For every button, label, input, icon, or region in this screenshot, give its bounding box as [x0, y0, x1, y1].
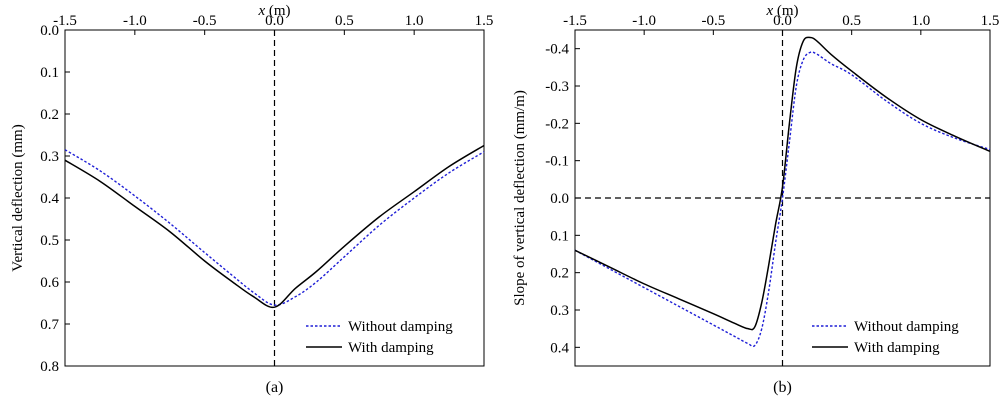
y-tick-label: 0.2: [550, 266, 569, 282]
series-line-with-damping: [64, 144, 485, 309]
x-tick-label: 0.5: [842, 13, 861, 29]
y-tick-label: 0.1: [40, 65, 59, 81]
x-axis-variable: x: [765, 3, 773, 19]
y-tick-label: -0.4: [545, 42, 569, 58]
panel-a-deflection-chart: -1.5 -1.0 -0.5 0.0 0.5 1.0 1.5 0.0 0.1 0.2 0.3 0.4 0…: [10, 3, 493, 396]
x-tick-label: 1.0: [911, 13, 930, 29]
y-axis-title: Vertical deflection (mm): [10, 124, 26, 271]
y-tick-label: 0.4: [550, 340, 569, 356]
x-axis-unit: (m): [265, 3, 290, 19]
x-axis-unit: (m): [773, 3, 798, 19]
panel-label: (a): [266, 379, 284, 396]
x-tick-label: -0.5: [193, 13, 217, 29]
x-tick-label: -1.0: [632, 13, 656, 29]
y-tick-label: 0.7: [40, 317, 59, 333]
y-tick-label: 0.4: [40, 191, 59, 207]
y-tick-label: -0.3: [545, 79, 569, 95]
series-line-without-damping: [64, 149, 485, 306]
y-tick-label: 0.3: [550, 303, 569, 319]
y-tick-label: -0.1: [545, 154, 569, 170]
y-tick-label: 0.0: [550, 191, 569, 207]
x-tick-label: 0.5: [335, 13, 354, 29]
legend-label: Without damping: [348, 319, 453, 335]
x-tick-label: 0.0: [773, 13, 792, 29]
y-tick-label: 0.8: [40, 359, 59, 375]
legend-label: With damping: [348, 340, 434, 356]
y-tick-label: 0.1: [550, 228, 569, 244]
x-axis-variable: x: [257, 3, 265, 19]
legend-label: With damping: [854, 340, 940, 356]
y-tick-label: 0.2: [40, 107, 59, 123]
legend-label: Without damping: [854, 319, 959, 335]
x-tick-label: 1.0: [405, 13, 424, 29]
x-tick-label: -1.5: [563, 13, 587, 29]
x-tick-label: 0.0: [265, 13, 284, 29]
x-axis-title: x (m): [257, 3, 290, 19]
panel-label: (b): [773, 379, 792, 396]
x-tick-label: 1.5: [981, 13, 1000, 29]
y-tick-label: 0.6: [40, 275, 59, 291]
x-tick-label: 1.5: [475, 13, 494, 29]
y-tick-label: 0.3: [40, 149, 59, 165]
x-tick-label: -0.5: [701, 13, 725, 29]
panel-b-slope-chart: -1.5 -1.0 -0.5 0.0 0.5 1.0 1.5 -0.4 -0.3 -0.2 -0.1…: [512, 3, 999, 396]
series-line-without-damping: [574, 51, 991, 348]
y-tick-label: -0.2: [545, 116, 569, 132]
series-line-with-damping: [574, 36, 991, 331]
y-tick-label: 0.0: [40, 23, 59, 39]
y-axis-title: Slope of vertical deflection (mm/m): [512, 90, 528, 306]
x-tick-label: -1.5: [53, 13, 77, 29]
y-tick-label: 0.5: [40, 233, 59, 249]
x-tick-label: -1.0: [123, 13, 147, 29]
x-axis-title: x (m): [765, 3, 798, 19]
